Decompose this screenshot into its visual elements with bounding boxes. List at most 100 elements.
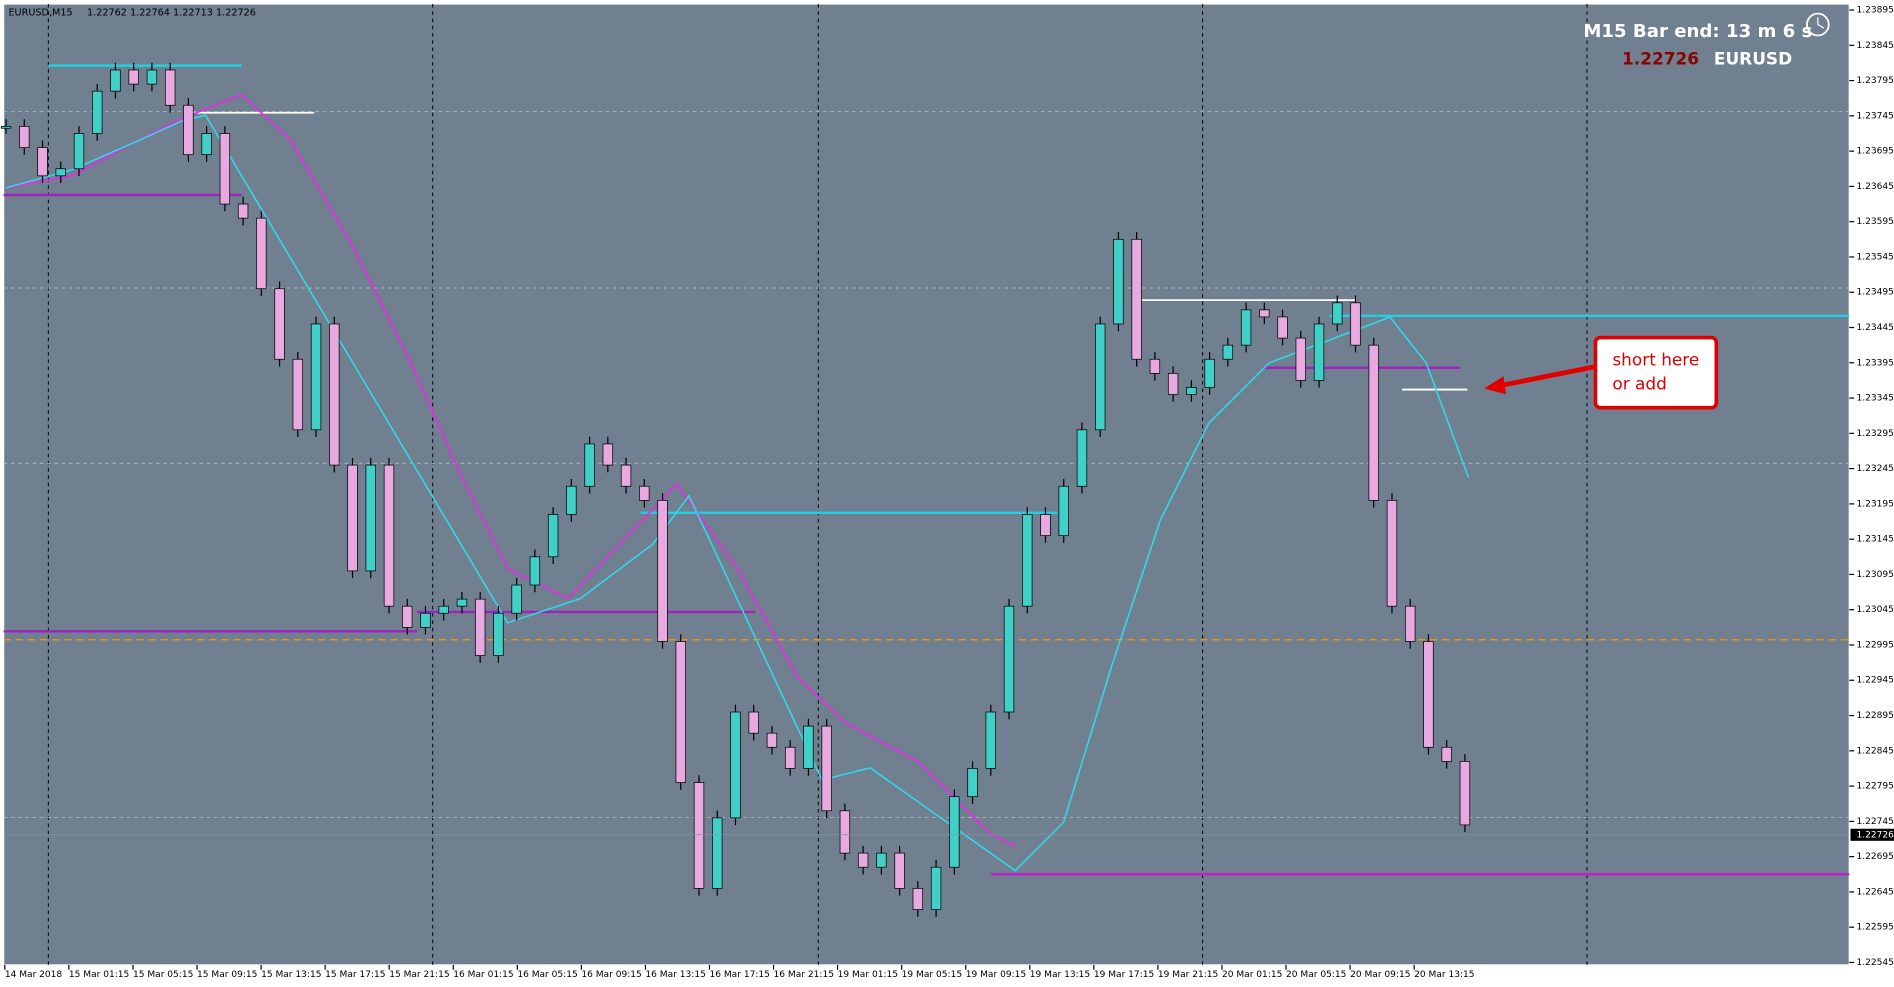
candle [876,852,887,868]
candle [1076,429,1088,487]
candle [693,782,705,889]
candle [110,69,121,92]
price-label: 1.23395 [1857,358,1894,368]
candle [438,605,449,614]
candle [1459,761,1471,826]
time-label: 16 Mar 21:15 [774,970,834,980]
candle [128,69,139,85]
candle [766,732,778,748]
candle [19,126,30,148]
candle [402,605,413,628]
price-label: 1.22995 [1857,640,1894,650]
candle [529,556,541,586]
current-price: 1.22726 [1622,49,1699,69]
candle [803,725,814,769]
candle [1240,309,1252,346]
candle [274,288,285,360]
price-label: 1.23445 [1857,323,1894,333]
price-label: 1.23145 [1857,535,1894,545]
price-label: 1.23545 [1857,252,1894,262]
price-label: 1.23195 [1857,499,1894,509]
candle [748,711,759,734]
time-label: 19 Mar 05:15 [902,970,962,980]
candle [1204,358,1215,388]
time-label: 19 Mar 21:15 [1158,970,1218,980]
candle [1405,605,1416,642]
candle [329,323,340,466]
candle [1167,373,1179,395]
price-label: 1.23745 [1857,111,1894,121]
price-label: 1.22845 [1857,746,1894,756]
candle [639,485,650,501]
arrow-head [1484,376,1507,395]
symbol: EURUSD,M15 [8,7,72,18]
price-label: 1.23795 [1857,76,1894,86]
candle [1095,323,1106,431]
candle [1040,514,1051,536]
time-label: 19 Mar 09:15 [966,970,1026,980]
annotation-text: short here [1612,350,1699,370]
time-label: 20 Mar 13:15 [1414,970,1474,980]
time-label: 20 Mar 09:15 [1350,970,1410,980]
time-label: 14 Mar 2018 [5,970,63,980]
price-label: 1.23845 [1857,41,1894,51]
candle [256,217,267,290]
candle [1003,605,1015,713]
candle [92,90,103,134]
clock-hands [1817,17,1825,29]
time-label: 19 Mar 01:15 [838,970,898,980]
candle [1441,746,1452,762]
candle [1022,514,1033,607]
candle [383,464,395,607]
candle [0,126,12,129]
candle [1222,344,1234,360]
candle [474,598,486,656]
candle [657,499,668,642]
price-label: 1.22595 [1857,923,1894,933]
clock-icon [1806,12,1830,37]
candle [310,323,322,431]
price-label: 1.22645 [1857,887,1894,897]
price-label: 1.22945 [1857,676,1894,686]
current-price-box [1850,828,1894,841]
price-label: 1.23695 [1857,147,1894,157]
candle [821,725,832,812]
candle [949,796,960,868]
candle [1350,302,1361,346]
price-label: 1.23595 [1857,217,1894,227]
candle [675,641,686,783]
candle [857,852,869,868]
candle [566,485,577,515]
candle [420,612,431,628]
time-label: 15 Mar 21:15 [389,970,449,980]
candle [146,69,158,85]
price-label: 1.22695 [1857,852,1894,862]
candle [620,464,632,487]
candle [183,104,194,156]
candle [1131,238,1142,360]
candle [547,514,559,558]
price-label: 1.23345 [1857,394,1894,404]
candle [201,133,212,156]
candle [602,443,614,466]
candle [347,464,358,572]
candle [1295,337,1306,381]
price-axis-panel [1849,3,1894,965]
candle [1368,344,1379,501]
candle [219,133,231,205]
ma-slow [5,93,1016,848]
time-label: 16 Mar 17:15 [709,970,769,980]
price-label: 1.23095 [1857,570,1894,580]
bar-timer: M15 Bar end: 13 m 6 s [1583,21,1812,42]
time-label: 19 Mar 13:15 [1030,970,1090,980]
candle [365,464,376,572]
candle [1386,499,1398,607]
time-label: 16 Mar 13:15 [645,970,705,980]
candle [292,358,304,431]
time-label: 15 Mar 05:15 [133,970,193,980]
candle [37,147,48,177]
time-label: 15 Mar 13:15 [261,970,321,980]
candle [1186,387,1197,395]
